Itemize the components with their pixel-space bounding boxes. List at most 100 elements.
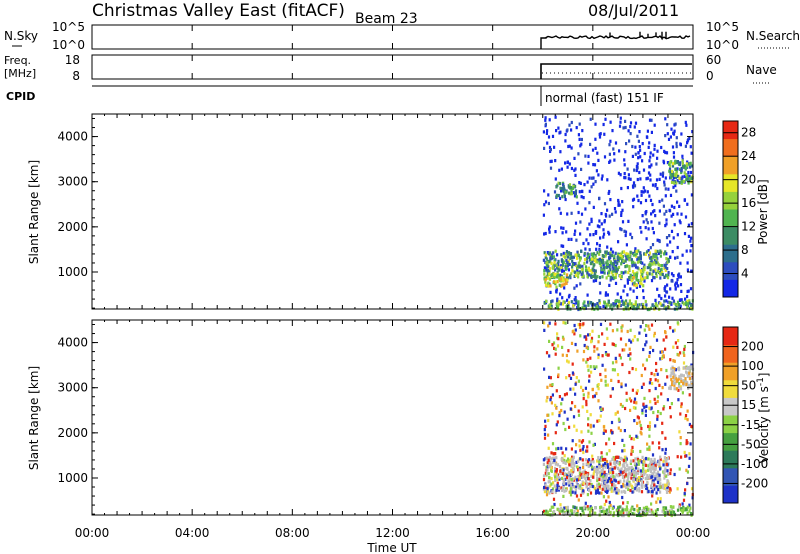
scatter-cell <box>641 475 644 479</box>
scatter-cell <box>602 425 605 429</box>
scatter-cell <box>689 249 692 253</box>
scatter-cell <box>545 261 548 265</box>
scatter-cell <box>655 485 658 489</box>
scatter-cell <box>594 491 598 495</box>
scatter-cell <box>656 470 660 474</box>
scatter-cell <box>683 174 686 178</box>
scatter-cell <box>664 382 667 386</box>
scatter-cell <box>590 431 593 435</box>
scatter-cell <box>659 497 662 501</box>
scatter-cell <box>601 487 604 491</box>
scatter-cell <box>663 275 666 279</box>
scatter-cell <box>545 465 548 469</box>
scatter-cell <box>561 397 564 401</box>
scatter-cell <box>580 212 584 216</box>
scatter-cell <box>554 452 557 456</box>
scatter-cell <box>631 263 634 267</box>
nsky-tick-left-top: 10^5 <box>52 20 85 34</box>
scatter-cell <box>559 181 562 186</box>
scatter-cell <box>623 475 626 479</box>
scatter-cell <box>598 484 601 488</box>
scatter-cell <box>666 485 669 489</box>
scatter-cell <box>634 406 637 410</box>
scatter-cell <box>563 478 566 482</box>
scatter-cell <box>660 267 663 272</box>
scatter-cell <box>690 366 693 371</box>
scatter-cell <box>653 143 656 147</box>
scatter-cell <box>644 343 647 347</box>
scatter-cell <box>576 201 579 205</box>
scatter-cell <box>645 333 648 337</box>
scatter-cell <box>650 490 654 494</box>
scatter-cell <box>645 486 649 491</box>
scatter-cell <box>584 207 587 211</box>
scatter-cell <box>603 342 606 346</box>
scatter-cell <box>622 484 625 488</box>
scatter-cell <box>646 176 649 180</box>
scatter-cell <box>672 381 675 385</box>
scatter-cell <box>554 403 557 407</box>
scatter-cell <box>575 238 578 242</box>
scatter-cell <box>564 461 567 465</box>
scatter-cell <box>664 264 667 268</box>
scatter-cell <box>677 398 680 402</box>
scatter-cell <box>569 192 572 196</box>
scatter-cell <box>682 351 685 355</box>
scatter-cell <box>549 383 552 387</box>
scatter-cell <box>635 272 638 277</box>
scatter-cell <box>580 385 583 389</box>
scatter-cell <box>548 354 551 358</box>
scatter-cell <box>647 424 650 429</box>
scatter-cell <box>661 272 664 277</box>
scatter-cell <box>543 251 546 255</box>
scatter-cell <box>663 252 666 256</box>
scatter-cell <box>636 305 639 309</box>
scatter-cell <box>680 212 683 216</box>
scatter-cell <box>608 270 611 274</box>
scatter-cell <box>605 459 609 464</box>
scatter-cell <box>671 174 674 178</box>
scatter-cell <box>655 361 658 366</box>
scatter-cell <box>629 352 632 356</box>
scatter-cell <box>630 449 633 453</box>
scatter-cell <box>562 269 565 273</box>
scatter-cell <box>614 343 617 348</box>
scatter-cell <box>644 198 648 203</box>
scatter-cell <box>655 258 658 262</box>
scatter-cell <box>597 482 600 486</box>
scatter-cell <box>576 349 579 353</box>
scatter-cell <box>562 512 565 516</box>
scatter-cell <box>548 375 551 379</box>
scatter-cell <box>552 255 556 259</box>
scatter-cell <box>556 486 559 490</box>
scatter-cell <box>581 447 584 451</box>
scatter-cell <box>686 164 689 168</box>
scatter-cell <box>554 472 557 476</box>
scatter-cell <box>587 429 590 433</box>
scatter-cell <box>629 177 632 181</box>
scatter-cell <box>660 303 663 307</box>
scatter-cell <box>558 196 562 200</box>
scatter-cell <box>652 471 655 476</box>
scatter-cell <box>571 459 575 463</box>
scatter-cell <box>588 374 591 378</box>
scatter-cell <box>625 505 628 509</box>
scatter-cell <box>641 159 644 163</box>
scatter-cell <box>665 209 668 213</box>
scatter-cell <box>598 219 601 223</box>
colorbar-tick-label: -100 <box>741 457 768 471</box>
scatter-cell <box>589 269 592 273</box>
scatter-cell <box>544 457 547 461</box>
scatter-cell <box>619 116 622 120</box>
scatter-cell <box>627 252 630 256</box>
scatter-cell <box>684 144 687 148</box>
scatter-cell <box>629 121 633 125</box>
scatter-cell <box>621 348 624 352</box>
scatter-cell <box>560 244 563 248</box>
scatter-cell <box>560 457 563 461</box>
scatter-cell <box>558 507 561 511</box>
scatter-cell <box>550 482 553 486</box>
scatter-cell <box>555 470 558 474</box>
scatter-cell <box>624 343 628 347</box>
